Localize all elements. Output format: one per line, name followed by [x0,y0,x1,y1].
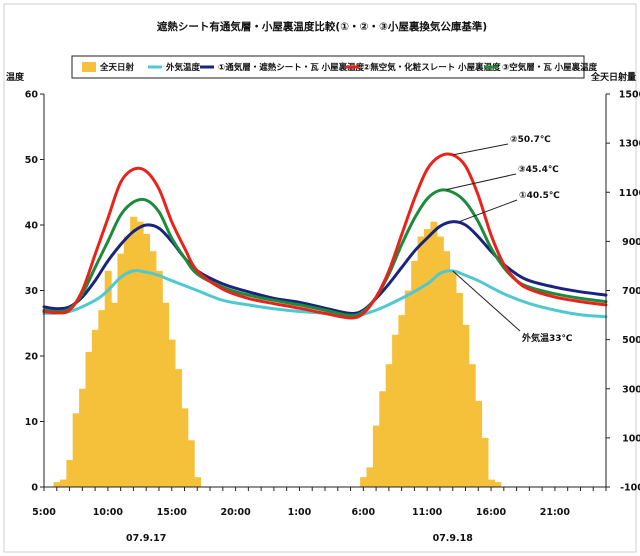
solar-bar [104,270,112,487]
y-left-tick-label: 50 [25,155,39,166]
solar-bar [481,437,489,487]
x-tick-label: 20:00 [220,507,251,518]
x-tick-label: 11:00 [412,507,443,518]
x-tick-label: 10:00 [93,507,124,518]
y-right-tick-label: 700 [622,286,640,297]
solar-bar [372,425,380,487]
solar-bar [487,479,495,487]
solar-bar [404,290,412,487]
solar-bar [430,221,438,487]
solar-radiation-bars [53,216,502,488]
series-line [42,152,608,320]
solar-bar [143,234,150,487]
y-right-tick-label: 500 [622,335,640,346]
solar-bar [155,270,163,487]
y-left-tick-label: 0 [31,483,38,494]
legend-box [71,55,585,79]
solar-bar [424,229,431,487]
solar-bar [462,324,470,487]
solar-bar [162,302,170,487]
solar-bar [85,351,93,487]
y-right-tick-label: -100 [620,483,640,494]
x-tick-label: 1:00 [288,507,312,518]
y-left-tick-label: 40 [25,221,39,232]
annotation-label: ①40.5℃ [519,191,560,201]
solar-bar [398,315,406,487]
solar-bar [130,216,138,488]
annotation-leader [452,143,509,156]
annotation-leader [452,270,521,332]
annotation-leader [446,173,517,191]
solar-bar [417,236,425,487]
solar-bar [385,364,393,487]
solar-bar [149,251,157,487]
legend-label: ①通気層・遮熱シート・瓦 小屋裏温度 [218,62,365,73]
y-right-tick-label: 1500 [619,90,640,101]
y-left-tick-label: 30 [25,286,39,297]
solar-bar [72,413,80,487]
annotation-label: ③45.4℃ [518,165,559,175]
solar-bar [360,477,368,487]
solar-bar [494,482,502,487]
annotations: ②50.7℃ ③45.4℃ ①40.5℃ 外気温33℃ [446,135,573,344]
annotation-label: 外気温33℃ [521,332,573,344]
solar-bar [366,467,374,487]
legend-label: 全天日射 [99,62,135,73]
annotation-leader [458,199,518,223]
solar-bar [455,293,463,487]
y-left-tick-label: 20 [25,352,39,363]
y-left-tick-label: 60 [25,90,39,101]
annotation-label: ②50.7℃ [510,135,551,145]
y-right-tick-label: 100 [622,433,640,444]
temperature-lines [42,152,608,320]
solar-bar [468,364,476,487]
chart-title: 遮熱シート有通気層・小屋裏温度比較(①・②・③小屋裏換気公庫基準) [157,20,487,33]
x-date-label: 07.9.17 [126,533,166,544]
solar-bar [79,388,87,488]
series-line [42,269,608,319]
series-line [42,188,608,317]
y-left-tick-label: 10 [25,417,39,428]
x-tick-label: 15:00 [157,507,188,518]
legend-label: ③空気層・瓦 小屋裏温度 [502,62,598,73]
y-right-tick-label: 900 [622,237,640,248]
legend-label: 外気温度 [165,62,201,73]
solar-bar [111,302,119,487]
y-axis-right-label: 全天日射量 [590,71,636,83]
solar-bar [187,440,195,487]
x-tick-label: 16:00 [476,507,507,518]
solar-bar [60,479,67,487]
y-right-tick-label: 1100 [619,188,640,199]
solar-bar [379,391,387,487]
y-right-tick-label: 300 [622,384,640,395]
solar-bar [174,369,182,487]
solar-bar [117,253,125,487]
solar-bar [53,482,61,487]
legend-label: ②無空気・化粧スレート 小屋裏温度 [363,62,501,73]
legend-swatch [82,62,96,72]
solar-bar [181,408,189,487]
solar-bar [436,236,444,487]
solar-bar [98,310,106,487]
solar-bar [392,334,400,487]
x-date-label: 07.9.18 [433,533,474,544]
x-tick-label: 5:00 [32,507,56,518]
solar-bar [66,460,74,487]
solar-bar [123,236,131,487]
solar-bar [91,329,99,487]
solar-bar [449,270,457,487]
axes: 0 10 20 30 40 50 60 -100 100 300 500 700 900 1100 1300… [25,90,640,545]
solar-bar [475,401,483,487]
solar-bar [136,221,144,487]
x-tick-label: 21:00 [540,507,571,518]
solar-bar [168,339,176,487]
y-right-tick-label: 1300 [619,139,640,150]
x-tick-label: 6:00 [351,507,375,518]
y-axis-left-label: 温度 [6,71,25,83]
solar-bar [443,251,451,487]
solar-bar [411,261,419,487]
solar-bar [194,477,202,487]
